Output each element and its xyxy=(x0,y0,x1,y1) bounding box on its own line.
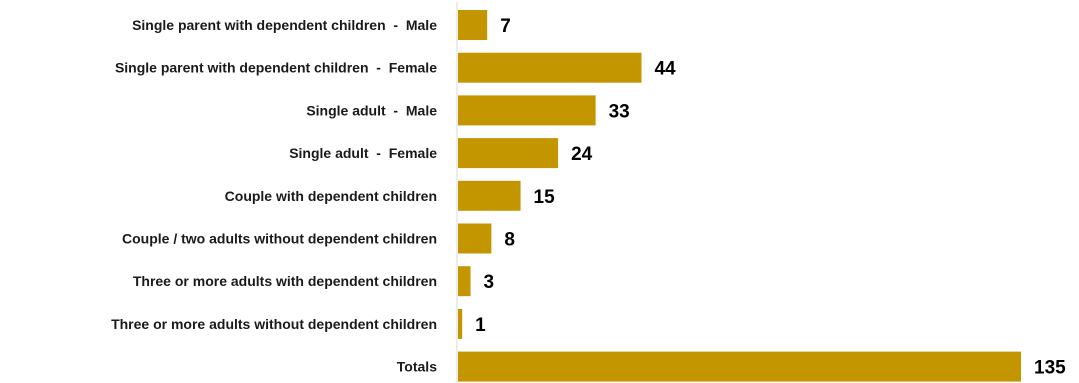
data-label: 135 xyxy=(1034,358,1066,379)
value-labels: 7 44 33 24 15 83 1 135 xyxy=(475,16,1066,379)
category-label: Single adult - Male xyxy=(306,102,437,118)
bars xyxy=(458,10,1021,382)
data-label: 8 xyxy=(504,230,515,251)
category-label: Single adult - Female xyxy=(289,145,437,161)
category-label: Three or more adults with dependent chil… xyxy=(133,273,437,289)
data-label: 33 xyxy=(609,101,630,122)
category-label: Couple / two adults without dependent ch… xyxy=(122,231,437,247)
data-label: 1 xyxy=(475,315,486,336)
data-label: 44 xyxy=(654,59,676,80)
bar xyxy=(458,52,642,83)
bar xyxy=(458,308,463,339)
data-label: 7 xyxy=(500,16,511,37)
category-label: Single parent with dependent children - … xyxy=(132,17,437,33)
data-label: 3 xyxy=(484,272,495,293)
category-label: Three or more adults without dependent c… xyxy=(111,316,437,332)
data-label: 15 xyxy=(534,187,556,208)
data-label: 24 xyxy=(571,144,593,165)
bar xyxy=(458,95,596,126)
category-label: Couple with dependent children xyxy=(225,188,437,204)
bar xyxy=(458,180,521,211)
category-labels: Single parent with dependent children - … xyxy=(111,17,437,375)
category-label: Single parent with dependent children - … xyxy=(115,60,437,76)
bar xyxy=(458,138,559,169)
bar xyxy=(458,10,488,40)
bar xyxy=(458,266,471,297)
category-label: Totals xyxy=(397,359,437,375)
bar xyxy=(458,223,492,254)
bar xyxy=(458,351,1021,382)
